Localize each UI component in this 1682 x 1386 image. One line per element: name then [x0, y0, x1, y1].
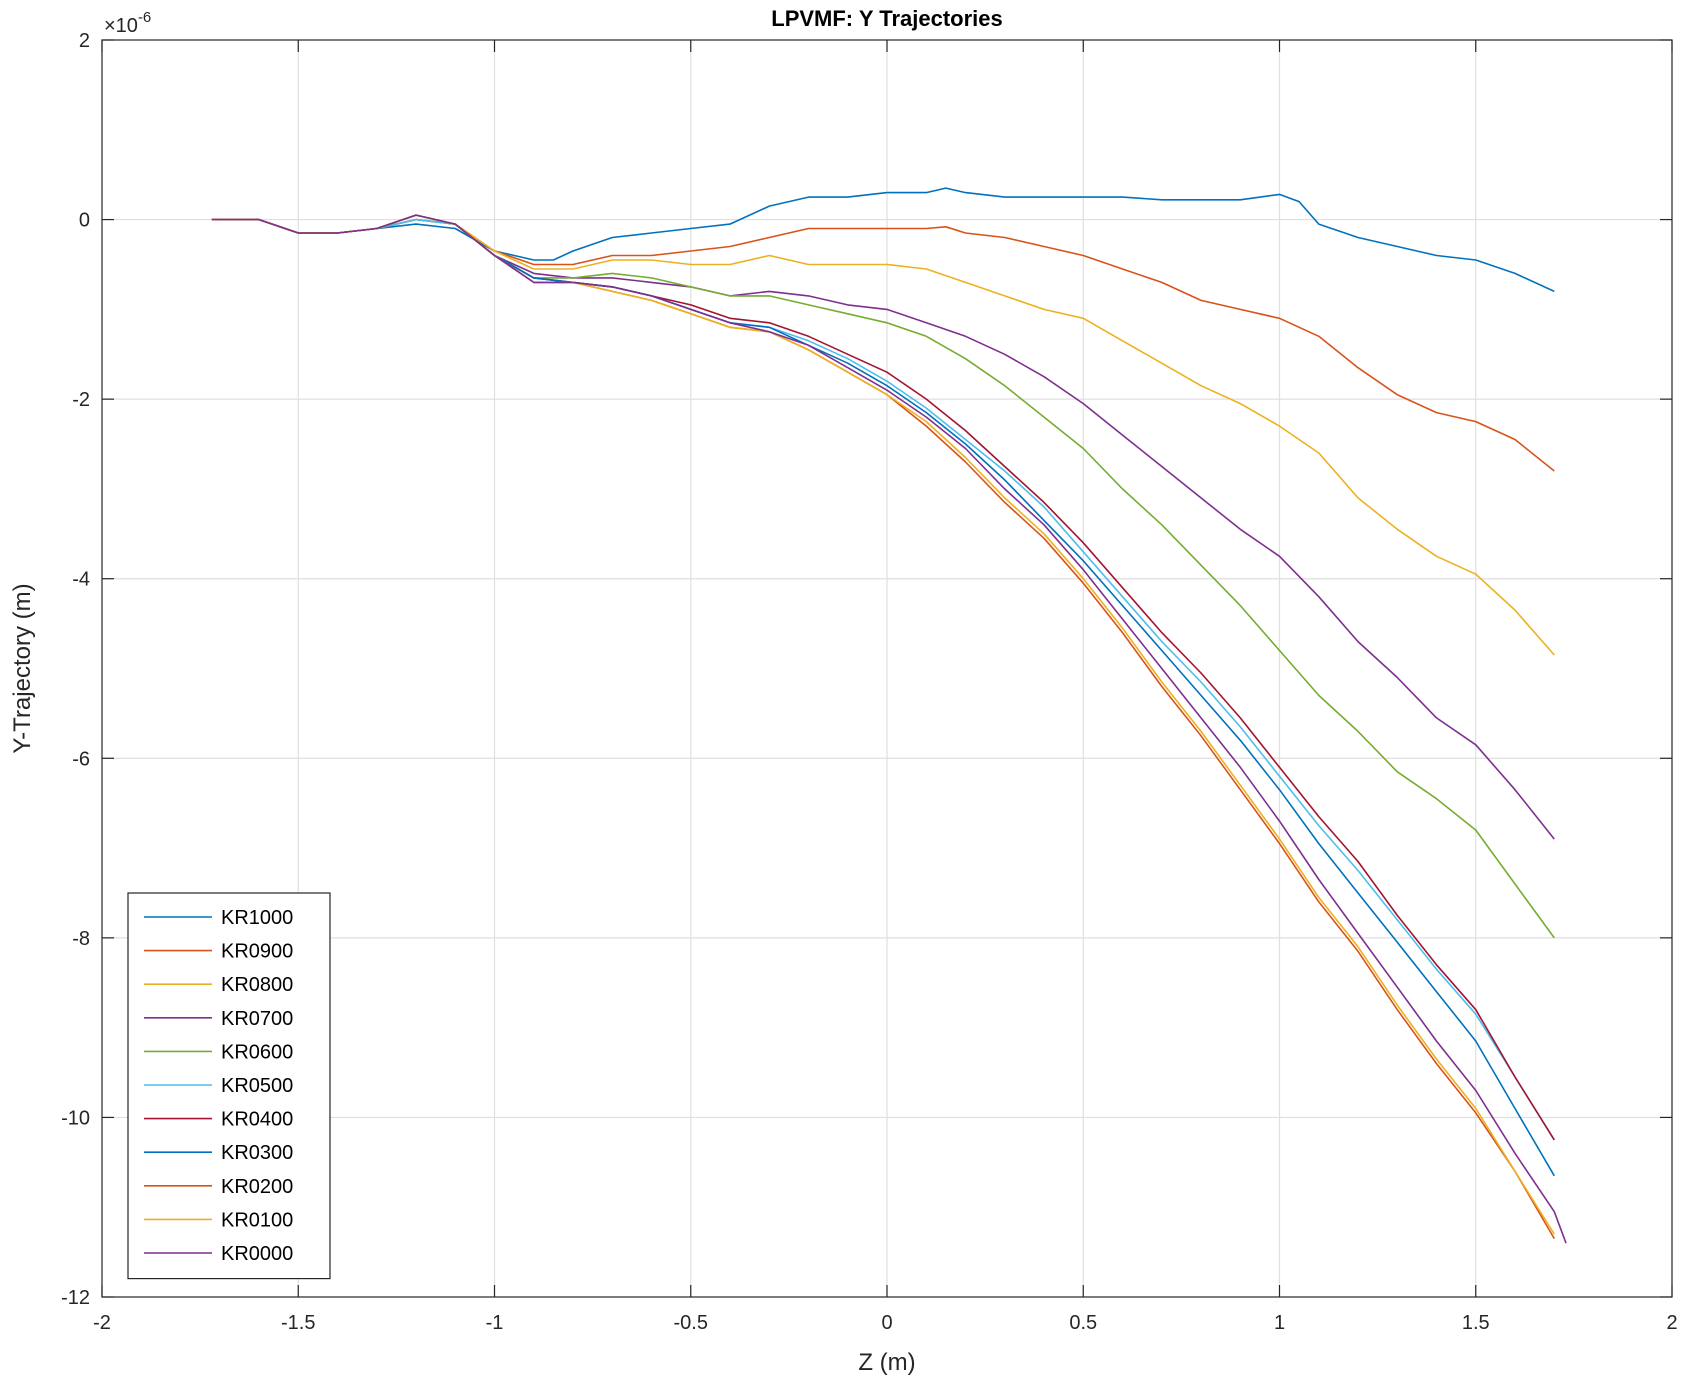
y-tick-label: 0	[79, 210, 90, 232]
series-line-kr0500	[211, 218, 1555, 1141]
y-tick-label: -6	[72, 748, 90, 770]
y-exponent-base: ×10	[104, 15, 138, 37]
x-gridlines	[297, 40, 1477, 1297]
legend-item-kr0700[interactable]: KR0700	[144, 1008, 293, 1030]
y-ticks: -12 -10 -8 -6 -4 -2 0 2	[61, 30, 1672, 1309]
axes: -2 -1.5 -1 -0.5 0 0.5 1 1.5 2 -12 -10 -8 -6 -4 -2 0 2	[61, 30, 1677, 1334]
legend-label: KR0300	[221, 1142, 293, 1164]
chart-title: LPVMF: Y Trajectories	[771, 6, 1003, 31]
legend-label: KR0800	[221, 974, 293, 996]
legend-label: KR0700	[221, 1008, 293, 1030]
legend-label: KR0900	[221, 941, 293, 963]
series-line-kr1000	[211, 187, 1555, 293]
legend-box	[127, 892, 331, 1280]
y-tick-label: -8	[72, 928, 90, 950]
y-tick-label: -10	[61, 1107, 90, 1129]
x-tick-label: -2	[93, 1312, 111, 1334]
legend-label: KR0200	[221, 1176, 293, 1198]
y-axis-label: Y-Trajectory (m)	[9, 583, 36, 753]
series-line-kr0000	[211, 214, 1567, 1244]
legend-item-kr1000[interactable]: KR1000	[144, 907, 293, 929]
legend-label: KR0600	[221, 1041, 293, 1063]
x-tick-label: 2	[1666, 1312, 1677, 1334]
x-ticks: -2 -1.5 -1 -0.5 0 0.5 1 1.5 2	[93, 40, 1678, 1334]
x-axis-label: Z (m)	[858, 1349, 915, 1376]
series-lines	[211, 187, 1567, 1244]
y-tick-label: -2	[72, 389, 90, 411]
legend-item-kr0600[interactable]: KR0600	[144, 1041, 293, 1063]
legend[interactable]: KR1000 KR0900 KR0800 KR0700 KR0600 KR0500 KR04…	[127, 892, 331, 1280]
legend-label: KR0100	[221, 1209, 293, 1231]
x-tick-label: -0.5	[674, 1312, 708, 1334]
y-tick-label: -12	[61, 1287, 90, 1309]
y-gridlines	[102, 218, 1672, 1119]
legend-label: KR0500	[221, 1075, 293, 1097]
y-tick-label: -4	[72, 569, 90, 591]
y-exponent-power: -6	[138, 9, 151, 26]
x-tick-label: 0	[881, 1312, 892, 1334]
x-tick-label: -1.5	[281, 1312, 315, 1334]
legend-item-kr0200[interactable]: KR0200	[144, 1176, 293, 1198]
legend-label: KR0400	[221, 1109, 293, 1131]
legend-label: KR1000	[221, 907, 293, 929]
legend-item-kr0800[interactable]: KR0800	[144, 974, 293, 996]
legend-item-kr0500[interactable]: KR0500	[144, 1075, 293, 1097]
y-tick-label: 2	[79, 30, 90, 52]
legend-items: KR1000 KR0900 KR0800 KR0700 KR0600 KR0500 KR04…	[144, 907, 293, 1265]
x-tick-label: 1.5	[1462, 1312, 1490, 1334]
x-tick-label: 0.5	[1069, 1312, 1097, 1334]
x-tick-label: 1	[1274, 1312, 1285, 1334]
legend-item-kr0100[interactable]: KR0100	[144, 1209, 293, 1231]
legend-item-kr0300[interactable]: KR0300	[144, 1142, 293, 1164]
legend-item-kr0900[interactable]: KR0900	[144, 941, 293, 963]
legend-item-kr0000[interactable]: KR0000	[144, 1243, 293, 1265]
legend-label: KR0000	[221, 1243, 293, 1265]
legend-item-kr0400[interactable]: KR0400	[144, 1109, 293, 1131]
x-tick-label: -1	[486, 1312, 504, 1334]
y-axis-exponent: ×10-6	[104, 9, 151, 37]
